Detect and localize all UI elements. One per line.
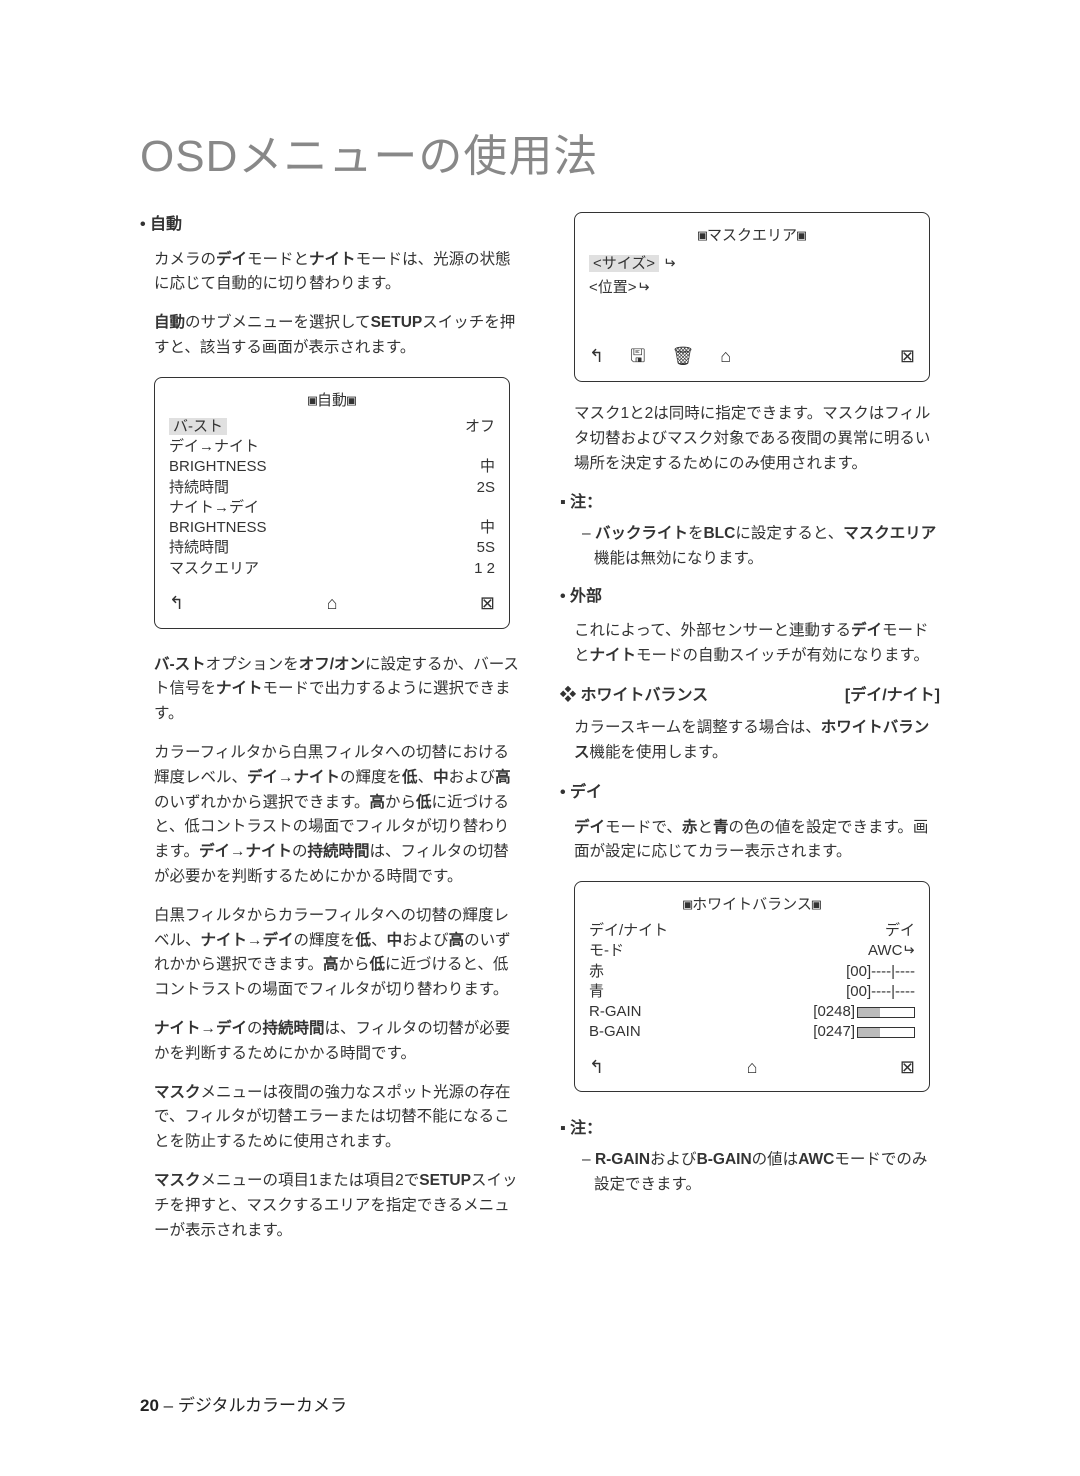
burst-desc: バ-ストオプションをオフ/オンに設定するか、バースト信号をナイトモードで出力する… bbox=[154, 653, 520, 727]
home-icon: ⌂ bbox=[720, 342, 731, 371]
wb-desc: カラースキームを調整する場合は、ホワイトバランス機能を使用します。 bbox=[574, 716, 940, 766]
osd-mask-box: ▣マスクエリア▣ <サイズ> ↵ <位置>↵ ↰ 🖫 🗑 ⌂ ⊠ bbox=[574, 212, 930, 382]
save-icon: 🖫 bbox=[630, 342, 645, 371]
day-desc: デイモードで、赤と青の色の値を設定できます。画面が設定に応じてカラー表示されます… bbox=[574, 816, 940, 866]
right-column: ▣マスクエリア▣ <サイズ> ↵ <位置>↵ ↰ 🖫 🗑 ⌂ ⊠ マスク1と2は… bbox=[560, 212, 940, 1371]
mask-desc-1: マスクメニューは夜間の強力なスポット光源の存在で、フィルタが切替エラーまたは切替… bbox=[154, 1081, 520, 1155]
external-desc: これによって、外部センサーと連動するデイモードとナイトモードの自動スイッチが有効… bbox=[574, 619, 940, 669]
heading-auto: 自動 bbox=[140, 212, 520, 238]
back-icon: ↰ bbox=[169, 589, 184, 618]
delete-icon: 🗑 bbox=[671, 342, 694, 371]
note-1-heading: 注： bbox=[560, 490, 940, 516]
auto-desc-2: 自動のサブメニューを選択してSETUPスイッチを押すと、該当する画面が表示されま… bbox=[154, 311, 520, 361]
close-icon: ⊠ bbox=[480, 589, 495, 618]
note-2-heading: 注： bbox=[560, 1116, 940, 1142]
auto-desc-1: カメラのデイモードとナイトモードは、光源の状態に応じて自動的に切り替わります。 bbox=[154, 248, 520, 298]
page-title: OSDメニューの使用法 bbox=[140, 120, 940, 184]
home-icon: ⌂ bbox=[747, 1053, 758, 1082]
note-1: バックライトをBLCに設定すると、マスクエリア機能は無効になります。 bbox=[582, 522, 940, 572]
home-icon: ⌂ bbox=[327, 589, 338, 618]
day-night-desc: カラーフィルタから白黒フィルタへの切替における輝度レベル、デイ→ナイトの輝度を低… bbox=[154, 741, 520, 890]
note-2: R-GAINおよびB-GAINの値はAWCモードでのみ設定できます。 bbox=[582, 1148, 940, 1198]
left-column: 自動 カメラのデイモードとナイトモードは、光源の状態に応じて自動的に切り替わりま… bbox=[140, 212, 520, 1371]
close-icon: ⊠ bbox=[900, 342, 915, 371]
mask-desc-2: マスクメニューの項目1または項目2でSETUPスイッチを押すと、マスクするエリア… bbox=[154, 1169, 520, 1243]
back-icon: ↰ bbox=[589, 1053, 604, 1082]
osd-wb-box: ▣ホワイトバランス▣ デイ/ナイトデイ モ-ドAWC↵ 赤[00]----|--… bbox=[574, 881, 930, 1092]
night-day-duration: ナイト→デイの持続時間は、フィルタの切替が必要かを判断するためにかかる時間です。 bbox=[154, 1017, 520, 1067]
heading-day: デイ bbox=[560, 780, 940, 806]
mask-note: マスク1と2は同時に指定できます。マスクはフィルタ切替およびマスク対象である夜間… bbox=[574, 402, 940, 476]
close-icon: ⊠ bbox=[900, 1053, 915, 1082]
osd-auto-box: ▣自動▣ バ-ストオフ デイ→ナイト BRIGHTNESS中 持続時間2S ナイ… bbox=[154, 377, 510, 629]
back-icon: ↰ bbox=[589, 342, 604, 371]
page-footer: 20 – デジタルカラーカメラ bbox=[140, 1371, 940, 1416]
heading-external: 外部 bbox=[560, 584, 940, 610]
heading-white-balance: ホワイトバランス[デイ/ナイト] bbox=[560, 683, 940, 709]
night-day-desc: 白黒フィルタからカラーフィルタへの切替の輝度レベル、ナイト→デイの輝度を低、中お… bbox=[154, 904, 520, 1003]
